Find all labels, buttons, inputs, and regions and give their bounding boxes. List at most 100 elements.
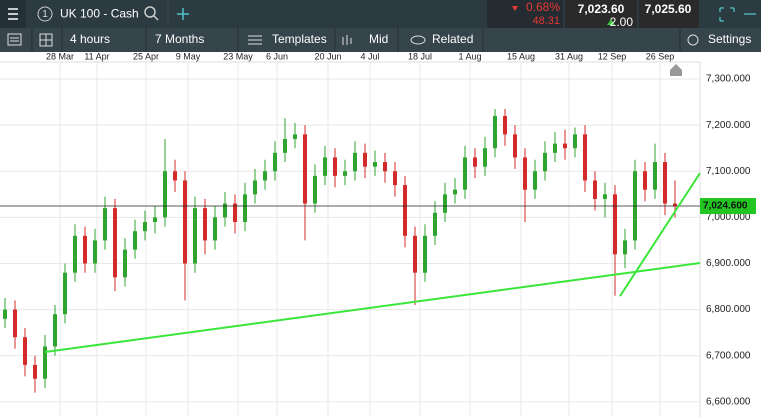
candle-body (613, 194, 617, 255)
change-points: 48.31 (532, 15, 560, 27)
candle-body (503, 115, 507, 135)
candle-body (313, 175, 317, 204)
candle-body (463, 157, 467, 190)
candle-body (283, 138, 287, 153)
x-tick-label: 9 May (176, 51, 201, 61)
candle-body (623, 240, 627, 255)
candle-body (143, 221, 147, 232)
candle-body (543, 152, 547, 172)
candle-body (413, 235, 417, 273)
candle-body (643, 171, 647, 190)
sell-price: 7,023.60 (578, 2, 625, 16)
candle-body (393, 171, 397, 186)
candle-body (453, 189, 457, 195)
instrument-name[interactable]: UK 100 - Cash (60, 7, 139, 21)
x-tick-label: 28 Mar (46, 51, 74, 61)
candle-body (553, 143, 557, 153)
candle-body (523, 157, 527, 190)
candle-body (113, 208, 117, 278)
candle-body (653, 162, 657, 190)
candle-body (343, 171, 347, 176)
candle-body (333, 157, 337, 176)
counter: 1 (42, 9, 48, 20)
toolbar (0, 28, 761, 52)
candle-body (83, 235, 87, 264)
candle-body (663, 162, 667, 204)
trendline (619, 172, 701, 297)
candle-body (303, 134, 307, 204)
candle-body (493, 115, 497, 149)
candle-body (363, 152, 367, 167)
candle-body (123, 249, 127, 278)
x-tick-label: 26 Sep (646, 51, 675, 61)
candle-body (383, 162, 387, 172)
x-tick-label: 15 Aug (507, 51, 535, 61)
search-icon[interactable] (144, 6, 159, 21)
candle-body (133, 231, 137, 250)
candle-body (373, 162, 377, 167)
up-arrow (607, 19, 615, 25)
candle-body (483, 148, 487, 167)
candle-body (253, 180, 257, 195)
candle-body (233, 203, 237, 222)
candle-body (513, 134, 517, 158)
x-tick-label: 20 Jun (314, 51, 341, 61)
x-tick-label: 31 Aug (555, 51, 583, 61)
sell-button[interactable] (565, 0, 637, 28)
toolbar-dividers (31, 28, 681, 52)
buy-button[interactable] (639, 0, 699, 28)
change-percent: 0.68% (526, 0, 560, 14)
candle-body (673, 203, 677, 207)
candle-body (33, 364, 37, 379)
x-tick-label: 23 May (223, 51, 253, 61)
buy-price: 7,025.60 (645, 2, 692, 16)
candle-body (533, 171, 537, 190)
candle-body (563, 143, 567, 149)
scroll-marker[interactable] (670, 64, 682, 76)
candle-body (443, 194, 447, 213)
candle-body (423, 235, 427, 273)
add-tab[interactable] (177, 8, 189, 20)
candle-body (153, 217, 157, 222)
candle-body (323, 157, 327, 176)
candle-body (213, 217, 217, 241)
y-tick-label: 7,300.000 (706, 74, 751, 85)
settings[interactable]: Settings (708, 32, 751, 46)
candle-body (403, 185, 407, 236)
candle-body (573, 134, 577, 149)
menu-icon (8, 8, 18, 20)
x-tick-label: 1 Aug (458, 51, 481, 61)
current-price-box (700, 198, 756, 215)
candle-body (93, 240, 97, 264)
candle-body (603, 194, 607, 199)
window-icons[interactable] (719, 7, 756, 22)
related[interactable]: Related (432, 32, 473, 46)
x-tick-label: 11 Apr (84, 51, 109, 61)
candle-body (53, 314, 57, 347)
price-type[interactable]: Mid (369, 32, 388, 46)
x-tick-label: 25 Apr (133, 51, 159, 61)
spread: 2.00 (610, 15, 634, 29)
y-tick-label: 6,600.000 (706, 396, 751, 407)
x-tick-label: 6 Jun (266, 51, 288, 61)
x-tick-label: 12 Sep (598, 51, 627, 61)
candle-body (13, 309, 17, 338)
x-tick-label: 18 Jul (408, 51, 432, 61)
y-tick-label: 7,000.000 (706, 212, 751, 223)
candle-body (243, 194, 247, 222)
candle-body (353, 152, 357, 172)
templates[interactable]: Templates (272, 32, 327, 46)
candle-body (203, 208, 207, 241)
candle-body (73, 235, 77, 273)
change-box (487, 0, 563, 28)
candle-body (223, 203, 227, 218)
candle-body (583, 134, 587, 181)
down-arrow (512, 6, 518, 11)
range[interactable]: 7 Months (155, 32, 204, 46)
interval[interactable]: 4 hours (70, 32, 110, 46)
current-price-label: 7,024.600 (703, 201, 748, 212)
candle-body (433, 212, 437, 236)
trendline (44, 262, 701, 353)
candle-body (23, 337, 27, 365)
